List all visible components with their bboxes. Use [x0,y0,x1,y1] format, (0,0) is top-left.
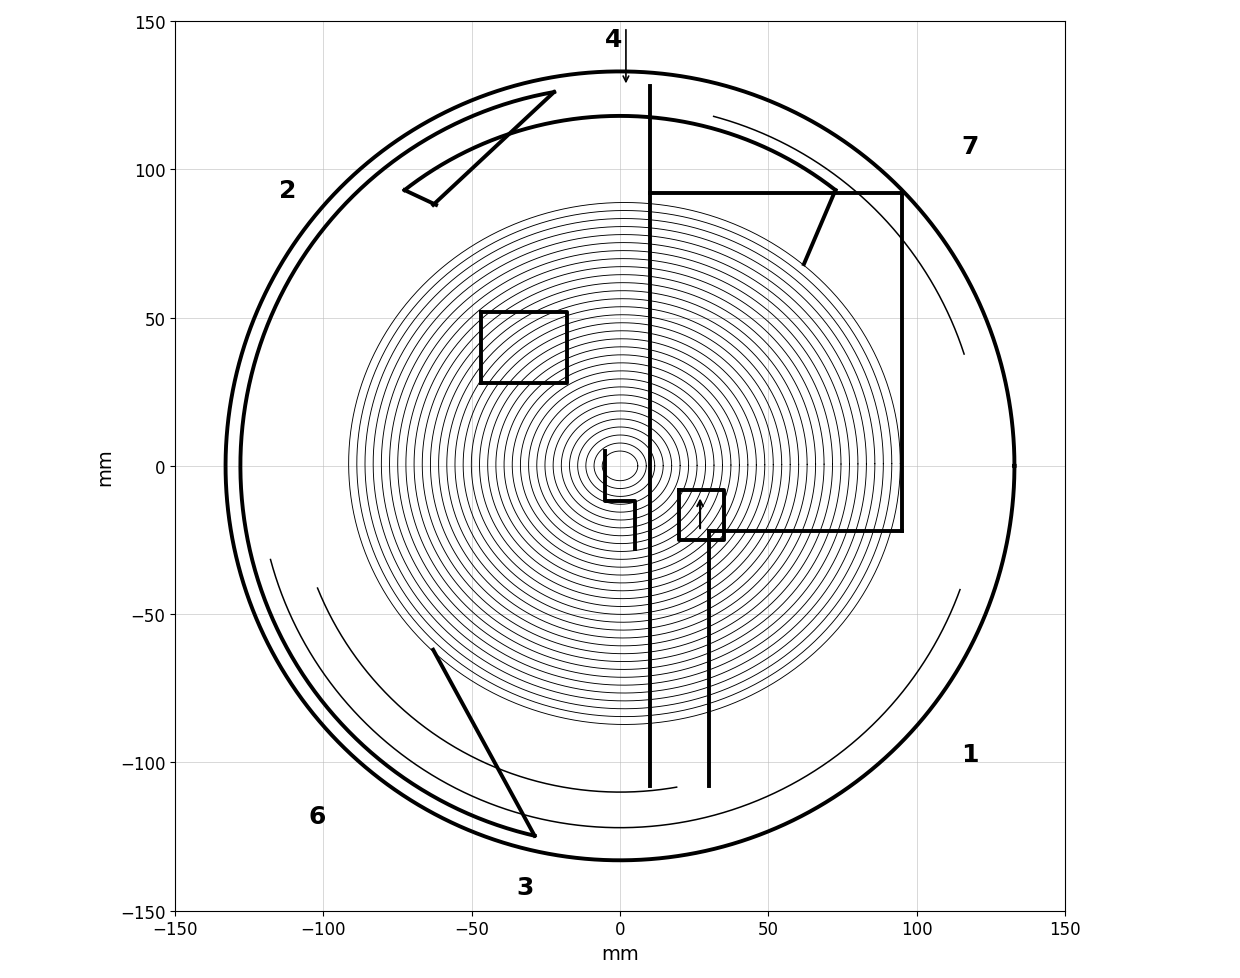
Text: 2: 2 [279,179,296,202]
Text: 4: 4 [605,27,622,52]
X-axis label: mm: mm [601,944,639,963]
Text: 7: 7 [961,134,978,158]
Text: 1: 1 [961,741,978,766]
Text: 6: 6 [309,804,326,828]
Y-axis label: mm: mm [95,448,114,485]
Text: 3: 3 [516,875,533,899]
